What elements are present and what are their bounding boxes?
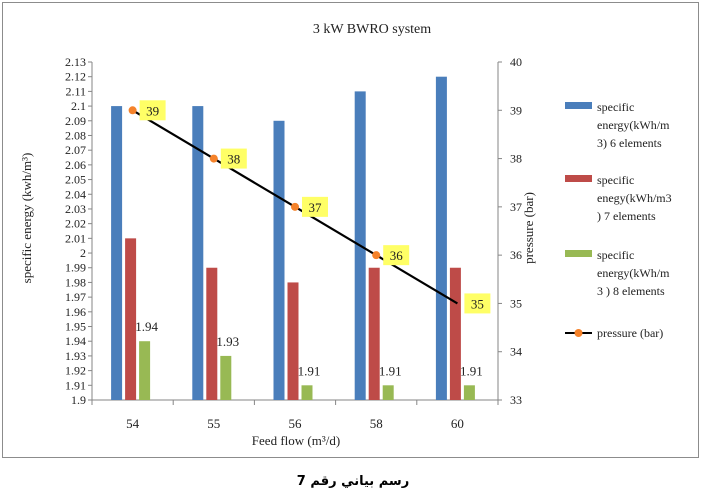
- bar: [287, 282, 299, 400]
- bar: [301, 385, 313, 400]
- legend-swatch: [565, 250, 592, 257]
- legend-label: specific: [597, 100, 634, 114]
- pressure-point: [291, 202, 299, 211]
- legend-label: energy(kWh/m: [597, 118, 670, 132]
- y-tick-label: 1.92: [65, 364, 86, 378]
- pressure-data-label: 35: [471, 296, 484, 311]
- y-tick-label: 2.05: [65, 173, 86, 187]
- y-tick-label: 2.11: [65, 84, 86, 98]
- y2-tick-label: 35: [510, 296, 522, 310]
- y2-tick-label: 40: [510, 55, 522, 69]
- y-tick-label: 2.04: [65, 187, 86, 201]
- x-tick-label: 60: [451, 416, 464, 431]
- x-tick-label: 54: [126, 416, 140, 431]
- bar: [449, 267, 461, 400]
- pressure-data-label: 37: [309, 200, 323, 215]
- bar: [368, 267, 380, 400]
- bar: [125, 238, 137, 400]
- y-tick-label: 2.13: [65, 55, 86, 69]
- x-axis-label: Feed flow (m³/d): [252, 433, 340, 448]
- x-tick-label: 58: [370, 416, 383, 431]
- y-tick-label: 1.93: [65, 349, 86, 363]
- figure-caption: رسم بياني رقم 7: [296, 474, 410, 489]
- y2-tick-label: 38: [510, 152, 522, 166]
- bar-data-label: 1.93: [216, 334, 239, 349]
- bar: [220, 355, 232, 400]
- pressure-label-bg: [302, 196, 328, 217]
- x-tick-label: 56: [289, 416, 303, 431]
- y2-tick-label: 37: [510, 200, 522, 214]
- bar: [139, 341, 151, 400]
- bar: [382, 385, 394, 400]
- pressure-point: [209, 154, 218, 163]
- y-tick-label: 2.03: [65, 202, 86, 216]
- y-tick-label: 1.97: [65, 290, 86, 304]
- legend-label: energy(kWh/m: [597, 266, 670, 280]
- y-tick-label: 2.09: [65, 114, 86, 128]
- pressure-point: [372, 251, 381, 260]
- bar-data-label: 1.91: [379, 363, 402, 378]
- pressure-data-label: 38: [227, 152, 240, 167]
- y2-tick-label: 33: [510, 393, 522, 407]
- pressure-label-bg: [220, 148, 247, 169]
- pressure-label-bg: [383, 245, 410, 266]
- legend-swatch: [565, 175, 592, 182]
- y-tick-label: 1.94: [65, 334, 86, 348]
- legend-label: 3) 6 elements: [597, 136, 662, 150]
- y-tick-label: 2: [80, 246, 86, 260]
- x-tick-label: 55: [207, 416, 220, 431]
- y-tick-label: 2.08: [65, 128, 86, 142]
- bar: [206, 267, 218, 400]
- pressure-point: [128, 106, 137, 115]
- y2-axis-label: pressure (bar): [521, 192, 536, 264]
- y-axis-label: specific energy (kwh/m³): [19, 153, 34, 284]
- bar-data-label: 1.94: [135, 319, 158, 334]
- y-tick-label: 1.96: [65, 305, 86, 319]
- y-tick-label: 1.99: [65, 261, 86, 275]
- legend-label: pressure (bar): [597, 326, 663, 340]
- legend-label: specific: [597, 248, 634, 262]
- bar-data-label: 1.91: [460, 363, 483, 378]
- bar: [192, 106, 204, 400]
- legend-label: specific: [597, 173, 634, 187]
- legend-label: 3 ) 8 elements: [597, 284, 665, 298]
- y-tick-label: 1.95: [65, 320, 86, 334]
- y-tick-label: 2.07: [65, 143, 86, 157]
- bar: [463, 385, 475, 400]
- legend-marker: [574, 329, 583, 337]
- chart: 3 kW BWRO system 1.91.911.921.931.941.95…: [19, 22, 672, 448]
- y2-tick-label: 34: [510, 345, 522, 359]
- y-tick-label: 2.01: [65, 231, 86, 245]
- y-tick-label: 1.98: [65, 275, 86, 289]
- pressure-label-bg: [464, 293, 491, 314]
- y-tick-label: 2.12: [65, 70, 86, 84]
- y-tick-label: 1.9: [71, 393, 86, 407]
- y-tick-label: 2.02: [65, 217, 86, 231]
- legend-label: ) 7 elements: [597, 209, 656, 223]
- bar: [435, 76, 447, 401]
- y2-tick-label: 39: [510, 103, 522, 117]
- legend-label: enegy(kWh/m3: [597, 191, 672, 205]
- y2-tick-label: 36: [510, 248, 522, 262]
- pressure-data-label: 39: [146, 103, 159, 118]
- bar: [111, 106, 123, 400]
- pressure-label-bg: [139, 100, 166, 121]
- legend-swatch: [565, 102, 592, 109]
- bar-data-label: 1.91: [298, 363, 321, 378]
- y-tick-label: 1.91: [65, 378, 86, 392]
- pressure-data-label: 36: [390, 248, 404, 263]
- y-tick-label: 2.1: [71, 99, 86, 113]
- y-tick-label: 2.06: [65, 158, 86, 172]
- chart-title: 3 kW BWRO system: [313, 22, 431, 37]
- bar: [273, 120, 285, 401]
